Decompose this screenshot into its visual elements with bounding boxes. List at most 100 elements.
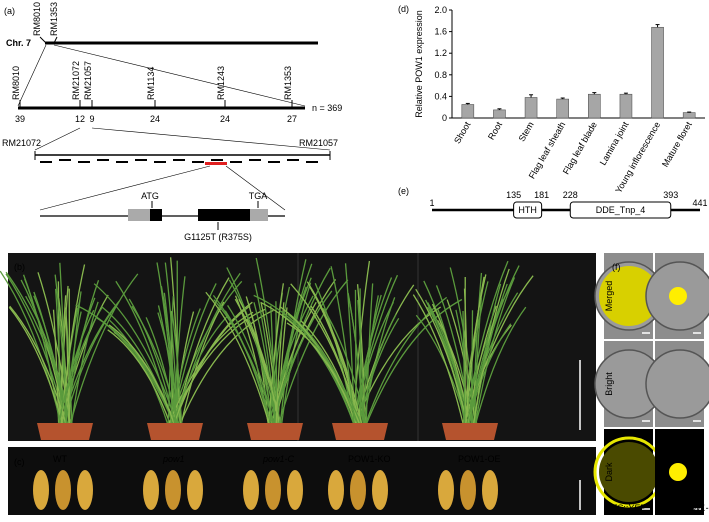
leaf xyxy=(356,284,367,426)
grain xyxy=(77,470,93,510)
leaf xyxy=(287,313,356,426)
yfp-nucleus xyxy=(669,287,687,305)
grain xyxy=(55,470,71,510)
leaf xyxy=(268,283,285,426)
leaf xyxy=(253,302,276,426)
marker-label: RM1243 xyxy=(216,66,226,100)
domain xyxy=(569,201,672,219)
y-tick-label: 0.8 xyxy=(434,70,447,80)
x-tick-label: Root xyxy=(486,120,504,142)
pot xyxy=(332,423,388,440)
leaf xyxy=(465,276,485,426)
marker-label: RM8010 xyxy=(32,2,42,36)
leaf xyxy=(157,305,178,426)
leaf xyxy=(70,301,99,426)
row-label: Merged xyxy=(604,281,614,312)
leaf xyxy=(227,305,275,426)
bar xyxy=(651,26,664,119)
leaf xyxy=(57,309,95,426)
marker-label: RM8010 xyxy=(11,66,21,100)
leaf xyxy=(59,262,67,426)
domain-name: HTH xyxy=(518,205,537,215)
x-tick-label: Flag leaf blade xyxy=(561,120,599,176)
leaf xyxy=(270,301,317,426)
leaf xyxy=(108,324,176,426)
x-tick-label: Mature floret xyxy=(660,120,694,169)
leaf xyxy=(290,283,362,426)
panel-letter: (a) xyxy=(4,6,15,16)
leaf xyxy=(353,274,399,426)
genotype-label: POW1-OE xyxy=(458,454,501,464)
domain-name: DDE_Tnp_4 xyxy=(596,205,646,215)
gene-arrow xyxy=(173,159,185,161)
row-label: Bright xyxy=(604,372,614,396)
panel-letter: (c) xyxy=(14,457,25,467)
grain xyxy=(243,470,259,510)
bar xyxy=(493,109,506,119)
domain xyxy=(513,201,543,219)
residue-position: 228 xyxy=(563,190,578,200)
residue-position: 181 xyxy=(534,190,549,200)
leaf xyxy=(473,297,483,426)
leaf xyxy=(270,305,276,426)
stop-codon: TGA xyxy=(249,191,268,201)
leaf xyxy=(359,288,362,426)
gene-arrow xyxy=(59,159,71,161)
bar xyxy=(588,93,601,119)
marker-label: RM21057 xyxy=(83,61,93,100)
box xyxy=(128,209,150,221)
population-size: n = 369 xyxy=(312,103,342,113)
construct-label: 35S::POW1-YFP xyxy=(658,503,709,513)
leaf xyxy=(468,265,520,426)
marker-label: RM21072 xyxy=(71,61,81,100)
leaf xyxy=(169,257,182,426)
recombinant-count: 9 xyxy=(89,114,94,124)
grain xyxy=(482,470,498,510)
leaf xyxy=(65,307,70,426)
residue-position: 135 xyxy=(506,190,521,200)
bar xyxy=(556,98,569,119)
gene-arrow xyxy=(40,161,52,163)
photo-b xyxy=(8,253,596,441)
row-label: Dark xyxy=(604,462,614,482)
genotype-label: pow1 xyxy=(162,454,185,464)
leaf xyxy=(446,299,477,426)
bar xyxy=(682,112,696,119)
leaf xyxy=(37,272,71,426)
leaf xyxy=(365,298,463,426)
y-tick-label: 1.6 xyxy=(434,27,447,37)
panel-letter: (e) xyxy=(398,186,409,196)
grain xyxy=(265,470,281,510)
grain xyxy=(165,470,181,510)
line xyxy=(53,36,58,44)
bar xyxy=(524,97,538,119)
leaf xyxy=(69,273,139,426)
leaf xyxy=(224,310,271,426)
leaf xyxy=(472,268,510,426)
leaf xyxy=(465,292,519,426)
leaf xyxy=(268,286,291,426)
y-tick-label: 0 xyxy=(442,113,447,123)
leaf xyxy=(8,306,64,426)
leaf xyxy=(128,298,176,426)
line xyxy=(53,44,306,107)
bar xyxy=(461,104,475,119)
leaf xyxy=(462,311,466,426)
leaf xyxy=(109,319,169,426)
flank-left: RM21072 xyxy=(2,138,41,148)
pot xyxy=(37,423,93,440)
gene-arrow xyxy=(97,159,109,161)
y-tick-label: 0.4 xyxy=(434,91,447,101)
leaf xyxy=(431,303,471,426)
leaf xyxy=(107,329,172,426)
grain xyxy=(328,470,344,510)
panel-letter: (b) xyxy=(14,262,25,272)
residue-position: 441 xyxy=(692,198,707,208)
y-tick-label: 2.0 xyxy=(434,5,447,15)
gene-arrow xyxy=(135,159,147,161)
pot xyxy=(247,423,303,440)
genotype-label: WT xyxy=(53,454,67,464)
flank-right: RM21057 xyxy=(299,138,338,148)
gene-arrow xyxy=(306,161,318,163)
